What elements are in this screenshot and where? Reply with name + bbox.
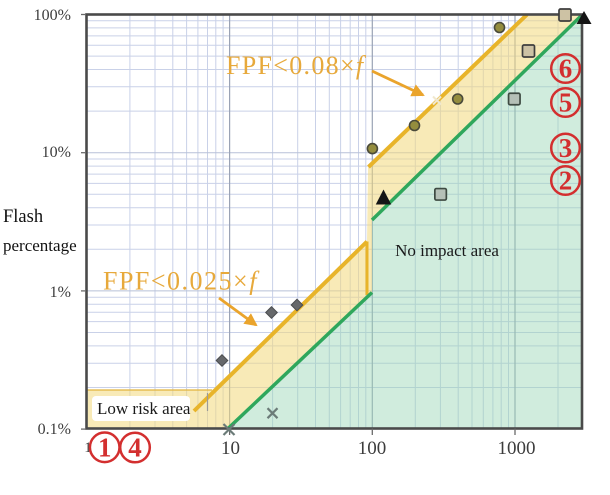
svg-text:Low risk area: Low risk area xyxy=(97,399,191,418)
svg-text:Flash: Flash xyxy=(3,207,43,227)
svg-text:1: 1 xyxy=(98,432,112,462)
svg-text:100%: 100% xyxy=(34,7,71,24)
svg-text:FPF<0.025×f: FPF<0.025×f xyxy=(103,267,260,296)
svg-text:100: 100 xyxy=(358,438,387,459)
svg-text:1: 1 xyxy=(84,440,92,456)
svg-text:10: 10 xyxy=(221,438,240,459)
svg-text:10%: 10% xyxy=(42,144,71,161)
svg-text:1%: 1% xyxy=(50,284,71,301)
svg-text:4: 4 xyxy=(128,433,142,463)
svg-text:percentage: percentage xyxy=(3,236,77,255)
svg-text:0.1%: 0.1% xyxy=(38,421,71,438)
svg-text:6: 6 xyxy=(559,54,573,84)
svg-text:No impact area: No impact area xyxy=(395,241,499,260)
svg-text:3: 3 xyxy=(559,133,573,163)
svg-text:5: 5 xyxy=(559,88,573,118)
svg-text:FPF<0.08×f: FPF<0.08×f xyxy=(226,51,367,80)
svg-text:1000: 1000 xyxy=(498,438,536,459)
svg-text:2: 2 xyxy=(559,166,573,196)
